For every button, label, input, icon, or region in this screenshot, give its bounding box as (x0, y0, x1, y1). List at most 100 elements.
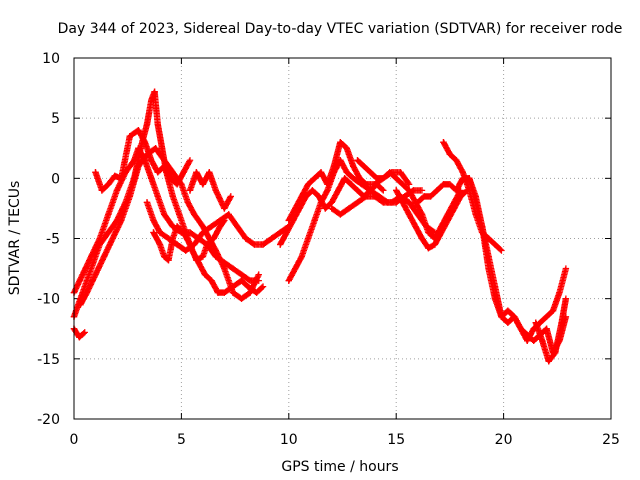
data-point (341, 175, 348, 182)
data-point (143, 120, 151, 128)
data-point (79, 271, 86, 278)
data-point (317, 169, 325, 176)
x-tick-labels: 0 5 10 15 20 25 (70, 432, 620, 448)
data-point (380, 175, 387, 182)
data-point (214, 289, 222, 296)
data-point (135, 163, 142, 170)
data-point (530, 337, 537, 344)
x-tick-label: 20 (495, 432, 513, 448)
y-tick-label: -20 (37, 412, 60, 428)
data-point (360, 163, 368, 170)
data-point (118, 217, 125, 224)
axis-ticks (73, 57, 612, 420)
data-point (380, 199, 387, 206)
data-point (440, 139, 447, 146)
data-point (511, 313, 518, 320)
series-trace-8 (186, 169, 235, 212)
data-point (466, 175, 473, 182)
data-point (277, 229, 284, 236)
data-point (485, 253, 492, 260)
data-point (405, 187, 413, 194)
data-point (186, 157, 194, 164)
data-point (229, 265, 237, 272)
data-point (393, 175, 400, 182)
data-point (169, 193, 177, 200)
data-point (549, 307, 557, 314)
data-point (191, 211, 198, 218)
data-point (343, 169, 350, 176)
data-point (551, 349, 559, 357)
data-point (324, 187, 331, 194)
data-point (446, 151, 454, 158)
series-trace-11 (277, 175, 387, 248)
data-point (152, 145, 159, 152)
data-point (253, 289, 260, 296)
data-point (343, 145, 350, 152)
data-point (173, 223, 181, 230)
data-point (111, 172, 119, 180)
data-point (158, 145, 166, 152)
data-point (180, 169, 187, 176)
data-point (418, 187, 426, 194)
data-point (208, 277, 215, 284)
data-point (412, 223, 419, 230)
data-point (227, 193, 235, 200)
data-point (150, 217, 157, 224)
data-point (556, 289, 563, 296)
data-point (221, 217, 228, 224)
data-point (151, 88, 158, 95)
data-point (180, 229, 187, 236)
data-point (221, 205, 228, 212)
data-point (504, 319, 512, 326)
data-point (105, 211, 112, 218)
data-point (438, 229, 445, 236)
data-point (498, 313, 505, 320)
y-tick-label: -15 (37, 352, 60, 368)
data-point (176, 211, 183, 218)
data-point (225, 211, 232, 218)
data-point (450, 205, 458, 212)
data-point (184, 199, 192, 206)
data-point (135, 145, 142, 152)
data-point (367, 187, 374, 194)
data-point (150, 229, 157, 236)
data-point (105, 229, 112, 236)
data-point (92, 169, 99, 176)
data-point (98, 187, 106, 194)
data-point (517, 325, 524, 332)
data-point (268, 235, 275, 242)
x-tick-label: 5 (177, 432, 186, 448)
x-tick-label: 15 (387, 432, 405, 448)
data-point (186, 229, 194, 236)
data-point (345, 205, 353, 212)
data-point (203, 241, 211, 248)
data-point (446, 181, 454, 188)
data-point (324, 181, 331, 188)
data-point (330, 163, 338, 170)
y-tick-label: 5 (51, 111, 60, 127)
data-point (173, 181, 181, 188)
data-point (199, 223, 207, 230)
data-point (315, 193, 323, 200)
data-point (354, 199, 361, 206)
data-point (255, 271, 262, 278)
data-point (81, 329, 88, 336)
data-point (206, 169, 213, 176)
data-point (405, 181, 413, 188)
data-point (96, 235, 103, 242)
data-point (148, 175, 155, 182)
data-point (388, 199, 396, 206)
data-point (221, 289, 228, 296)
data-point (165, 256, 172, 264)
data-point (311, 217, 318, 224)
data-point (161, 253, 168, 260)
data-point (418, 235, 426, 242)
data-point (246, 277, 254, 284)
data-point (156, 241, 164, 248)
data-point (373, 175, 381, 182)
data-point (156, 229, 164, 236)
data-point (148, 157, 155, 164)
data-point (478, 223, 486, 230)
data-point (504, 307, 512, 314)
data-point (386, 169, 393, 176)
